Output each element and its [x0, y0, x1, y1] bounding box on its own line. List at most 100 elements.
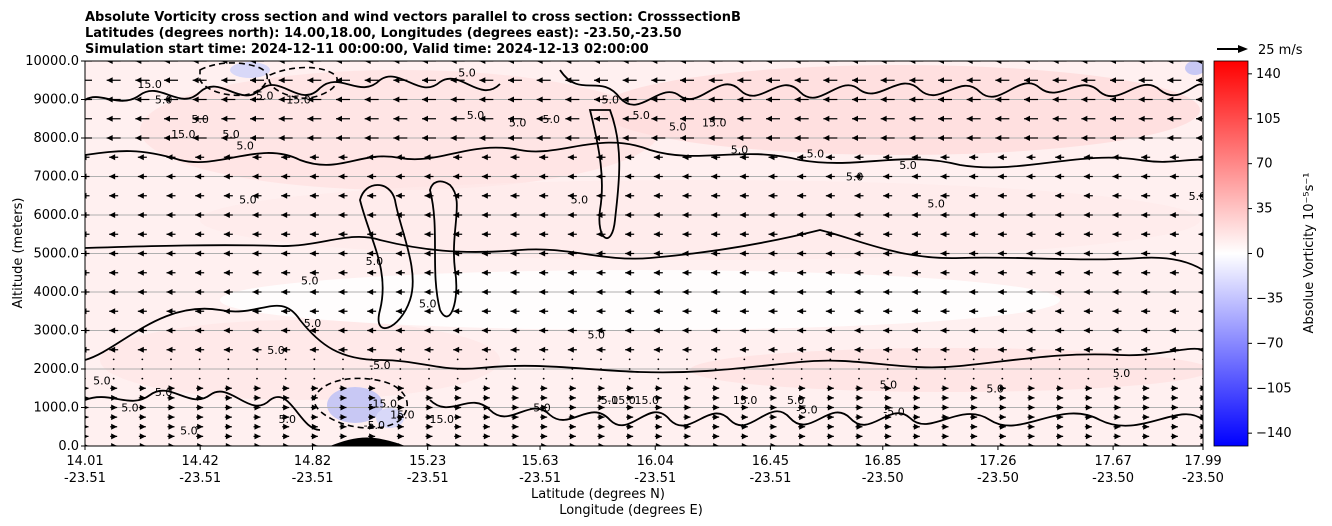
wind-vector — [539, 289, 549, 295]
wind-vector — [625, 231, 635, 238]
wind-vector — [307, 115, 322, 122]
wind-vector — [565, 61, 580, 64]
wind-vector — [886, 377, 889, 380]
wind-vector — [682, 173, 692, 180]
wind-vector — [886, 358, 889, 361]
wind-vector — [800, 368, 803, 370]
wind-vector — [912, 423, 920, 430]
wind-vector — [253, 385, 261, 392]
wind-vector — [969, 212, 979, 218]
wind-vector — [539, 154, 549, 161]
wind-vector — [310, 423, 318, 430]
contour-label: 5.0 — [267, 344, 285, 357]
wind-vector — [769, 394, 777, 401]
wind-vector — [886, 368, 889, 370]
wind-vector — [370, 377, 373, 380]
wind-vector — [479, 115, 494, 122]
wind-vector — [883, 250, 893, 257]
wind-vector — [253, 433, 261, 440]
wind-vector — [309, 192, 319, 199]
wind-vector — [342, 358, 344, 361]
wind-vector — [798, 385, 806, 392]
wind-vector — [883, 192, 893, 199]
wind-vector — [227, 368, 230, 370]
wind-vector — [852, 61, 866, 64]
wind-vector — [252, 308, 262, 315]
wind-vector — [567, 346, 577, 353]
wind-vector — [85, 425, 89, 429]
wind-vector — [1169, 173, 1179, 180]
wind-vector — [768, 192, 778, 199]
wind-vector — [395, 154, 405, 161]
wind-vector — [739, 212, 749, 218]
wind-vector — [651, 61, 666, 64]
wind-vector — [1169, 250, 1179, 257]
wind-vector — [737, 77, 752, 84]
wind-vector — [138, 394, 146, 401]
wind-vector — [997, 250, 1007, 257]
wind-vector — [852, 135, 866, 141]
wind-vector — [195, 269, 205, 276]
wind-vector — [393, 135, 408, 141]
wind-vector — [137, 154, 147, 161]
wind-vector — [167, 404, 175, 411]
wind-vector — [256, 368, 258, 370]
wind-vector — [450, 135, 465, 141]
wind-vector — [711, 192, 721, 199]
wind-vector — [170, 377, 172, 380]
wind-vector — [596, 231, 606, 238]
wind-vector — [826, 443, 834, 446]
wind-vector — [1112, 327, 1122, 334]
wind-vector — [112, 358, 115, 361]
wind-vector — [823, 77, 838, 84]
wind-vector — [651, 135, 666, 141]
wind-vector — [479, 96, 494, 103]
wind-vector — [651, 96, 666, 103]
wind-vector — [364, 115, 379, 122]
wind-vector — [998, 385, 1006, 392]
wind-vector — [712, 433, 720, 440]
wind-vector — [422, 135, 436, 141]
wind-vector — [1112, 212, 1122, 218]
vorticity-negative-patch — [230, 62, 270, 78]
wind-vector — [1112, 250, 1122, 257]
wind-vector — [682, 346, 692, 353]
wind-vector — [482, 385, 490, 392]
wind-vector — [1198, 309, 1203, 314]
wind-vector — [596, 308, 606, 315]
wind-vector — [164, 61, 178, 64]
wind-vector — [1024, 96, 1038, 103]
wind-vector — [880, 135, 895, 141]
wind-vector — [281, 250, 291, 257]
wind-vector — [542, 368, 545, 370]
wind-vector — [1196, 135, 1203, 141]
wind-vector — [972, 368, 975, 370]
wind-vector — [85, 415, 89, 419]
wind-vector — [938, 96, 952, 103]
wind-vector — [250, 77, 264, 84]
wind-vector — [1026, 327, 1036, 334]
wind-vector — [969, 192, 979, 199]
wind-vector — [568, 414, 576, 421]
contour-label: 15.0 — [137, 78, 162, 91]
wind-vector — [823, 135, 838, 141]
wind-vector — [282, 443, 290, 446]
wind-vector — [823, 96, 838, 103]
wind-vector — [367, 154, 377, 161]
wind-vector — [1001, 368, 1004, 370]
wind-vector — [252, 327, 262, 334]
wind-vector — [166, 250, 176, 257]
wind-vector — [1083, 231, 1093, 238]
wind-vector — [1024, 115, 1038, 122]
colorbar: 140 105 70 35 0 −35 −70 −105 −140 Absolue Vortic… — [1213, 60, 1317, 447]
wind-vector — [794, 135, 809, 141]
wind-vector — [941, 443, 949, 446]
wind-vector — [626, 385, 634, 392]
wind-vector — [256, 358, 258, 361]
wind-vector — [450, 61, 465, 64]
wind-vector — [536, 77, 551, 84]
wind-vector — [680, 96, 694, 103]
wind-vector — [829, 368, 832, 370]
contour-label: 5.0 — [222, 128, 240, 141]
wind-vector — [395, 308, 405, 315]
